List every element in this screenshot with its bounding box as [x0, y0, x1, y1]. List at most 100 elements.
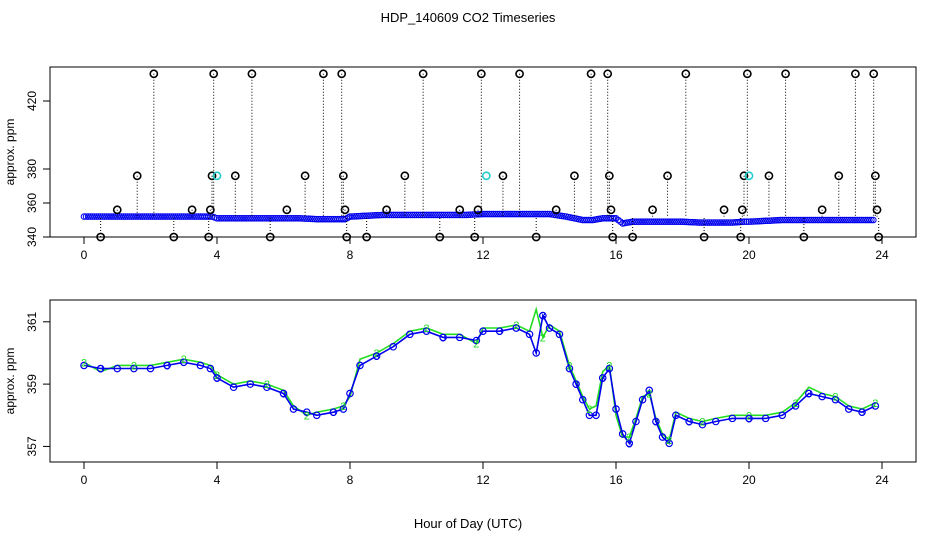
- data-point: [853, 216, 861, 224]
- data-point: [681, 218, 688, 226]
- data-point: [444, 211, 451, 219]
- point-label: 3: [98, 364, 104, 376]
- data-point: [234, 215, 242, 222]
- data-point: [109, 213, 117, 220]
- data-point: [847, 216, 855, 224]
- data-point: [292, 215, 300, 222]
- x-tick-label: 20: [742, 248, 756, 262]
- data-point: [535, 210, 543, 218]
- data-point: [704, 219, 711, 226]
- point-label: 3: [600, 373, 606, 385]
- data-point: [635, 218, 643, 225]
- data-point: [298, 215, 306, 222]
- data-point: [93, 213, 100, 220]
- data-point: [851, 216, 859, 224]
- data-point: [872, 205, 882, 215]
- data-point: [82, 213, 90, 220]
- point-label: 3: [746, 413, 752, 425]
- data-point: [286, 215, 294, 222]
- y-tick-label: 340: [25, 227, 39, 247]
- data-point: [147, 213, 154, 220]
- data-point: [481, 210, 489, 218]
- data-point: [672, 218, 680, 225]
- x-tick-label: 0: [81, 248, 88, 262]
- data-point: [435, 232, 445, 242]
- data-point: [841, 216, 848, 224]
- data-point: [533, 210, 541, 218]
- data-point: [130, 213, 138, 220]
- plot-frame: [49, 299, 917, 463]
- data-point: [747, 218, 755, 225]
- data-point: [406, 330, 414, 339]
- data-point: [818, 392, 826, 401]
- data-point: [542, 210, 549, 218]
- data-point: [866, 216, 873, 224]
- data-point: [776, 216, 784, 224]
- data-point: [740, 218, 748, 225]
- data-point: [157, 213, 165, 220]
- data-point: [695, 219, 703, 226]
- data-point: [305, 215, 312, 223]
- data-point: [783, 216, 790, 224]
- data-point: [329, 408, 338, 416]
- data-point: [760, 217, 767, 225]
- point-label: 2: [586, 404, 592, 416]
- series-line: [83, 313, 876, 446]
- data-point: [570, 171, 579, 181]
- data-point: [874, 232, 884, 242]
- data-point: [737, 205, 747, 215]
- data-point: [390, 211, 397, 219]
- data-point: [844, 405, 853, 413]
- data-point: [745, 218, 753, 225]
- data-point: [455, 205, 465, 215]
- data-point: [251, 215, 258, 222]
- data-point: [112, 205, 122, 215]
- data-point: [422, 327, 431, 335]
- data-point: [369, 212, 377, 219]
- data-point: [149, 69, 159, 79]
- data-point: [450, 211, 458, 219]
- data-point: [706, 219, 713, 226]
- data-point: [698, 420, 707, 429]
- data-point: [187, 205, 197, 215]
- data-point: [179, 358, 188, 367]
- data-point: [411, 211, 418, 219]
- data-point: [155, 213, 163, 220]
- data-point: [710, 219, 717, 226]
- data-point: [284, 215, 291, 222]
- data-point: [650, 218, 657, 225]
- data-point: [677, 218, 684, 225]
- data-point: [638, 395, 647, 404]
- data-point: [431, 211, 439, 219]
- data-point: [772, 217, 780, 224]
- data-point: [479, 210, 487, 218]
- point-label: 3: [280, 388, 286, 400]
- data-point: [103, 213, 111, 220]
- data-point: [153, 213, 161, 220]
- y-tick-label: 361: [25, 311, 39, 331]
- data-point: [606, 205, 616, 215]
- data-point: [122, 213, 129, 220]
- data-point: [86, 213, 94, 220]
- data-point: [230, 215, 237, 222]
- data-point: [242, 215, 250, 222]
- data-point: [149, 213, 156, 220]
- point-label: 3: [806, 388, 812, 400]
- data-point: [163, 361, 171, 370]
- data-point: [539, 210, 547, 218]
- data-point: [105, 213, 113, 220]
- data-point: [350, 213, 358, 220]
- data-point: [400, 211, 408, 219]
- data-point: [687, 218, 695, 226]
- data-point: [498, 171, 508, 181]
- data-point: [712, 219, 720, 226]
- data-point: [785, 216, 792, 224]
- data-point: [359, 212, 366, 220]
- data-point: [529, 210, 537, 218]
- data-point: [247, 69, 257, 79]
- data-point: [442, 211, 449, 219]
- point-label: 2: [340, 401, 346, 413]
- data-point: [230, 171, 240, 181]
- data-point: [603, 69, 613, 79]
- data-point: [463, 211, 470, 219]
